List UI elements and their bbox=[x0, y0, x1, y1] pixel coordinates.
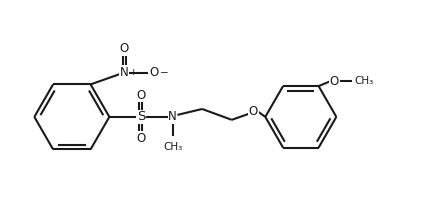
Text: N: N bbox=[120, 66, 128, 79]
Text: CH₃: CH₃ bbox=[354, 76, 374, 86]
Text: CH₃: CH₃ bbox=[163, 141, 182, 152]
Text: N: N bbox=[168, 110, 177, 123]
Text: O: O bbox=[120, 42, 129, 55]
Text: O: O bbox=[330, 75, 339, 88]
Text: O: O bbox=[136, 89, 145, 102]
Text: O: O bbox=[149, 66, 159, 79]
Text: O: O bbox=[136, 132, 145, 145]
Text: O: O bbox=[249, 106, 258, 118]
Text: S: S bbox=[137, 110, 145, 123]
Text: −: − bbox=[160, 68, 168, 78]
Text: +: + bbox=[129, 68, 137, 77]
